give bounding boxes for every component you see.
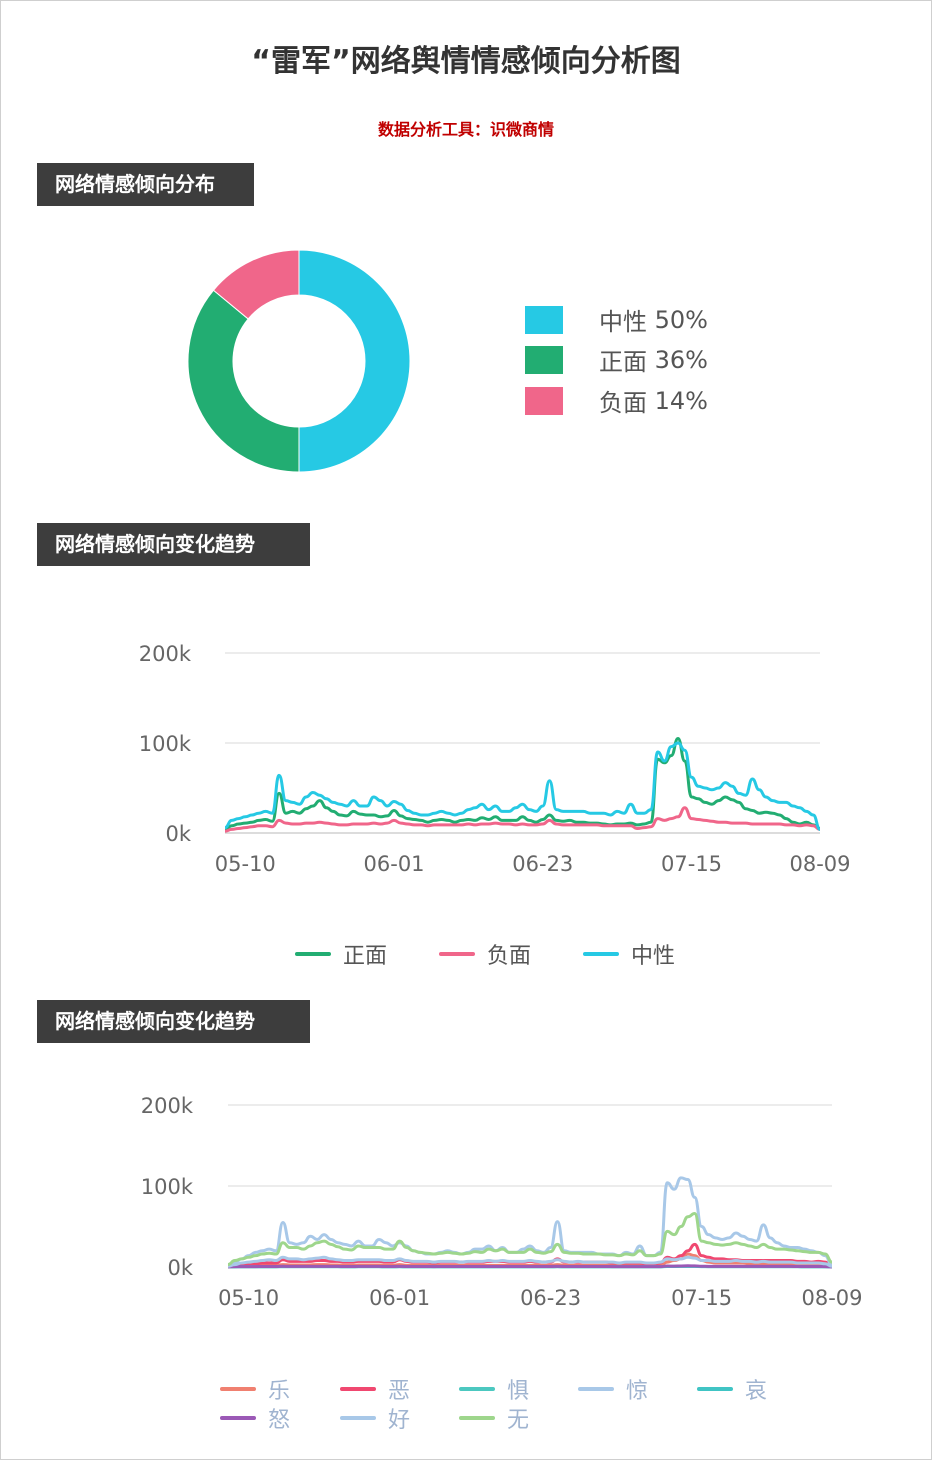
pie-slice-正面	[187, 289, 300, 473]
donut-chart	[187, 249, 411, 473]
series-line-正面	[224, 737, 821, 831]
y-tick-label: 100k	[139, 732, 192, 756]
emo-legend-label-jing: 惊	[626, 1379, 649, 1404]
trend-legend-negative: 负面	[439, 938, 531, 970]
y-tick-label: 0k	[165, 822, 191, 846]
x-tick-label: 07-15	[661, 852, 722, 876]
legend-line-jing	[578, 1387, 614, 1391]
trend-line-chart: 0k 100k 200k 05-10 06-01 06-23 07-15 08-09	[139, 642, 851, 876]
legend-label-neutral: 中性	[599, 308, 647, 336]
x-tick-label: 08-09	[801, 1286, 862, 1310]
emo-legend-nu: 怒	[220, 1402, 290, 1434]
emotion-line-chart: 0k 100k 200k 05-10 06-01 06-23 07-15 08-09	[141, 1094, 863, 1310]
x-tick-label: 05-10	[218, 1286, 279, 1310]
emo-legend-label-wu: 恶	[388, 1379, 411, 1404]
legend-pct-neutral: 50%	[654, 305, 708, 334]
x-tick-label: 06-23	[512, 852, 573, 876]
page-title: “雷军”网络舆情情感倾向分析图	[251, 44, 681, 79]
emo-legend-ai: 哀	[697, 1373, 767, 1405]
emo-legend-label-ai: 哀	[745, 1379, 768, 1404]
section-header-trend: 网络情感倾向变化趋势	[37, 523, 310, 566]
emo-legend-ju: 惧	[459, 1373, 529, 1405]
emo-legend-hao: 好	[340, 1402, 410, 1434]
pie-legend-negative: 负面 14%	[525, 383, 708, 418]
x-tick-label: 05-10	[215, 852, 276, 876]
legend-line-neutral	[583, 952, 619, 956]
legend-line-ju	[459, 1387, 495, 1391]
pie-legend-positive: 正面 36%	[525, 342, 708, 377]
series-line-中性	[224, 741, 821, 831]
trend-legend-label-neutral: 中性	[631, 944, 676, 969]
emo-legend-le: 乐	[220, 1373, 290, 1405]
x-tick-label: 07-15	[671, 1286, 732, 1310]
legend-line-wu	[340, 1387, 376, 1391]
emo-legend-label-ju: 惧	[507, 1379, 530, 1404]
emo-legend-wu: 恶	[340, 1373, 410, 1405]
legend-line-ai	[697, 1387, 733, 1391]
series-line-负面	[224, 806, 821, 833]
x-tick-label: 08-09	[789, 852, 850, 876]
legend-line-positive	[295, 952, 331, 956]
emo-legend-label-wu2: 无	[507, 1408, 530, 1433]
y-tick-label: 200k	[139, 642, 192, 666]
y-tick-label: 0k	[167, 1256, 193, 1280]
y-tick-label: 100k	[141, 1175, 194, 1199]
series-line-无	[227, 1212, 833, 1267]
legend-line-negative	[439, 952, 475, 956]
x-tick-label: 06-23	[520, 1286, 581, 1310]
legend-line-le	[220, 1387, 256, 1391]
trend-legend-neutral: 中性	[583, 938, 675, 970]
trend-legend-label-positive: 正面	[343, 944, 388, 969]
pie-legend-neutral: 中性 50%	[525, 302, 708, 337]
page-subtitle: 数据分析工具：识微商情	[377, 120, 554, 139]
trend-legend-label-negative: 负面	[487, 944, 532, 969]
x-tick-label: 06-01	[369, 1286, 430, 1310]
legend-line-hao	[340, 1416, 376, 1420]
section-header-distribution: 网络情感倾向分布	[37, 163, 254, 206]
pie-slice-负面	[212, 249, 300, 320]
section-header-emotion-trend: 网络情感倾向变化趋势	[37, 1000, 310, 1043]
x-tick-label: 06-01	[364, 852, 425, 876]
series-line-好	[227, 1255, 833, 1268]
emo-legend-wu2: 无	[459, 1402, 529, 1434]
legend-swatch-neutral	[525, 305, 563, 334]
legend-pct-negative: 14%	[654, 386, 708, 415]
trend-legend-positive: 正面	[295, 938, 387, 970]
emo-legend-label-hao: 好	[388, 1408, 411, 1433]
legend-line-nu	[220, 1416, 256, 1420]
legend-swatch-negative	[525, 386, 563, 415]
emo-legend-label-le: 乐	[268, 1379, 291, 1404]
emo-legend-jing: 惊	[578, 1373, 648, 1405]
legend-pct-positive: 36%	[654, 345, 708, 374]
legend-swatch-positive	[525, 345, 563, 374]
legend-line-wu2	[459, 1416, 495, 1420]
series-line-怒	[227, 1264, 833, 1269]
pie-slice-中性	[298, 249, 411, 473]
y-tick-label: 200k	[141, 1094, 194, 1118]
emo-legend-label-nu: 怒	[268, 1408, 291, 1433]
legend-label-positive: 正面	[599, 348, 647, 376]
legend-label-negative: 负面	[599, 389, 647, 417]
series-line-惊	[227, 1176, 833, 1267]
